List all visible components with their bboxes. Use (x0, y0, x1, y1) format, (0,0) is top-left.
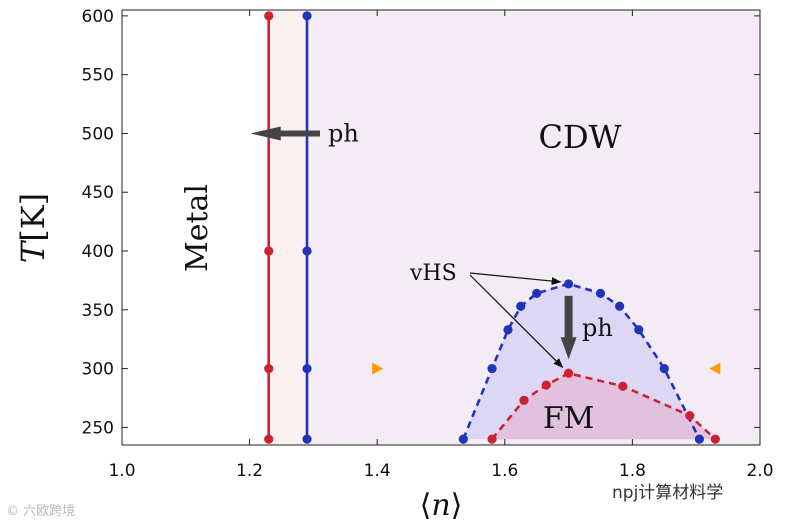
plot-frame (121, 9, 761, 446)
ph-label-top: ph (328, 119, 359, 147)
data-point (564, 279, 574, 289)
y-tick-label: 250 (82, 418, 114, 438)
y-tick-label: 350 (82, 301, 114, 321)
data-point (694, 434, 704, 444)
data-point (564, 368, 574, 378)
data-point (302, 11, 312, 21)
y-tick-label: 300 (82, 360, 114, 380)
cdw-region-label: CDW (538, 118, 621, 156)
data-point (458, 434, 468, 444)
data-point (302, 363, 312, 374)
data-point (710, 434, 720, 444)
y-axis-label: T[K] (14, 193, 52, 263)
data-point (685, 411, 695, 421)
vhs-pointer-red (469, 274, 564, 368)
data-point (659, 363, 669, 374)
phonon-arrow-vertical (560, 295, 577, 360)
data-point (503, 325, 513, 335)
axis-ticks: 1.0 1.2 1.4 1.6 1.8 2.0 250 300 350 400 450 500 550 6… (82, 7, 774, 481)
vhs-label: vHS (409, 261, 457, 286)
x-tick-label: 2.0 (746, 461, 773, 481)
data-point (487, 434, 497, 444)
metal-region-label: Metal (180, 184, 215, 272)
watermark-left: © 六欧跨境 (6, 504, 76, 519)
y-axis-unit: [K] (14, 193, 52, 242)
phonon-arrow-horizontal (250, 126, 320, 141)
y-tick-label: 500 (82, 124, 114, 144)
vhs-pointer-blue (469, 272, 562, 286)
data-point (516, 301, 526, 311)
data-point (618, 381, 628, 391)
data-point (532, 288, 542, 298)
x-tick-label: 1.0 (108, 461, 135, 481)
x-tick-label: 1.4 (364, 461, 391, 481)
x-tick-label: 1.8 (619, 461, 646, 481)
data-point (264, 11, 274, 21)
x-tick-label: 1.2 (236, 461, 263, 481)
fm-dome-fill-with-phonons (492, 373, 716, 440)
x-axis-symbol: n (431, 488, 450, 523)
data-point (487, 363, 497, 374)
data-point (264, 434, 274, 444)
ph-label-mid: ph (582, 314, 613, 342)
boundary-marker (709, 362, 721, 375)
intermediate-region (268, 10, 308, 445)
data-point (264, 246, 274, 256)
data-point (264, 363, 274, 374)
x-tick-label: 1.6 (491, 461, 518, 481)
data-point (541, 380, 551, 390)
data-point (615, 301, 625, 311)
y-tick-label: 450 (82, 183, 114, 203)
y-tick-label: 600 (82, 7, 114, 27)
svg-text:T[K]: T[K] (14, 193, 52, 263)
data-point (634, 325, 644, 335)
boundary-marker (372, 362, 384, 375)
y-tick-label: 400 (82, 242, 114, 262)
data-point (519, 395, 529, 405)
fm-region-label: FM (543, 401, 595, 436)
watermark-right: npj计算材料学 (612, 483, 724, 503)
data-point (302, 434, 312, 444)
data-point (302, 246, 312, 256)
y-tick-label: 550 (82, 66, 114, 86)
data-point (595, 288, 606, 298)
x-axis-label: ⟨n⟩ (420, 488, 463, 523)
y-axis-symbol: T (14, 239, 52, 263)
